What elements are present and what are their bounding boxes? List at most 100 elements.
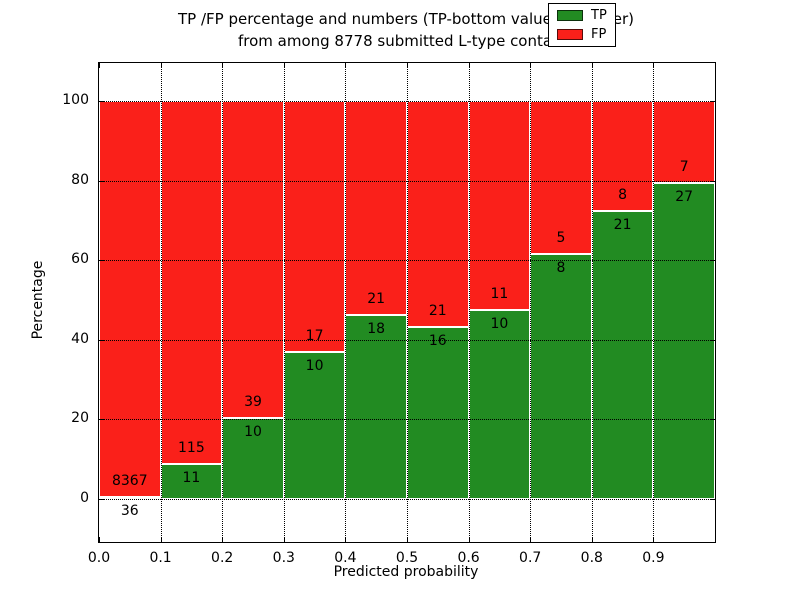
gridline-vertical	[468, 63, 470, 542]
x-tick-mark	[591, 537, 593, 542]
bar-segment-tp	[407, 326, 469, 500]
x-tick-mark	[530, 63, 532, 68]
y-tick-mark	[710, 101, 715, 103]
bar-label-fp: 5	[556, 230, 566, 247]
y-tick-mark	[99, 101, 104, 103]
x-tick-mark	[591, 63, 593, 68]
x-tick-mark	[222, 537, 224, 542]
x-tick-mark	[99, 63, 100, 68]
x-tick-label: 0.0	[87, 550, 111, 566]
bar-label-fp: 8367	[111, 473, 148, 490]
x-tick-mark	[407, 537, 408, 542]
x-tick-mark	[468, 537, 470, 542]
bar-label-tp: 18	[367, 321, 386, 338]
x-tick-mark	[283, 537, 285, 542]
bar-segment-fp	[530, 101, 592, 255]
chart-title-line1: TP /FP percentage and numbers (TP-bottom…	[178, 10, 634, 28]
bar-label-tp: 8	[556, 260, 566, 277]
chart-title: TP /FP percentage and numbers (TP-bottom…	[98, 8, 714, 52]
bar-segment-tp	[468, 309, 531, 500]
bar-segment-fp	[468, 101, 531, 310]
bar-segment-tp	[653, 183, 715, 500]
bar-label-fp: 21	[367, 291, 386, 308]
x-tick-label: 0.3	[272, 550, 295, 566]
bar-segment-fp	[160, 101, 223, 465]
bar-segment-tp	[591, 210, 654, 500]
gridline-vertical	[160, 63, 162, 542]
x-axis-label: Predicted probability	[333, 564, 479, 580]
y-tick-mark	[710, 339, 715, 341]
tp-color-swatch	[557, 10, 583, 21]
bar-label-fp: 21	[428, 302, 447, 319]
bar-segment-tp	[222, 417, 284, 500]
y-tick-mark	[99, 260, 104, 262]
gridline-vertical	[530, 63, 532, 542]
gridline-vertical	[222, 63, 224, 542]
bar-segment-tp	[530, 254, 592, 500]
bar-label-tp: 11	[182, 470, 201, 487]
x-tick-mark	[99, 537, 100, 542]
x-tick-mark	[283, 63, 285, 68]
bar-segment-fp	[283, 101, 346, 352]
bar-segment-tp	[99, 497, 161, 500]
y-tick-label: 60	[71, 251, 89, 268]
gridline-vertical	[407, 63, 408, 542]
gridline-vertical	[283, 63, 285, 542]
legend-item-fp: FP	[557, 28, 607, 41]
x-tick-label: 0.5	[395, 550, 419, 566]
y-tick-mark	[710, 499, 715, 501]
x-tick-label: 0.1	[149, 550, 172, 566]
bar-label-tp: 10	[305, 357, 324, 374]
bar-label-fp: 11	[490, 285, 509, 302]
plot-area: 8367 36 115 11 39 10 17 10 21 18 21 16 11 10 5 8 8 21 7 27 0…	[62, 62, 716, 566]
legend: TP FP	[548, 3, 616, 47]
x-tick-mark	[222, 63, 224, 68]
bar-segment-fp	[99, 101, 161, 498]
bar-segment-tp	[345, 315, 407, 500]
y-tick-mark	[99, 180, 104, 182]
y-tick-mark	[99, 339, 104, 341]
x-tick-mark	[345, 63, 347, 68]
bar-label-fp: 7	[679, 159, 689, 176]
bar-label-tp: 10	[244, 423, 262, 440]
bar-label-fp: 115	[178, 440, 205, 457]
legend-label-tp: TP	[591, 8, 607, 23]
bar-label-fp: 17	[305, 327, 324, 344]
fp-color-swatch	[557, 29, 583, 40]
bar-label-tp: 16	[428, 332, 447, 349]
bar-label-fp: 8	[618, 186, 628, 203]
bar-segment-tp	[283, 351, 346, 500]
bar-segment-tp	[160, 464, 223, 500]
bar-label-tp: 21	[613, 216, 632, 233]
x-tick-label: 0.7	[519, 550, 542, 566]
bar-segment-fp	[345, 101, 407, 316]
x-tick-mark	[160, 63, 162, 68]
bar-label-tp: 36	[120, 503, 139, 520]
x-tick-label: 0.2	[211, 550, 234, 566]
x-tick-mark	[653, 537, 655, 542]
x-tick-label: 0.9	[642, 550, 665, 566]
x-tick-mark	[530, 537, 532, 542]
y-tick-mark	[99, 419, 104, 421]
y-tick-label: 20	[71, 410, 89, 427]
y-tick-label: 0	[80, 490, 89, 507]
x-tick-label: 0.4	[334, 550, 357, 566]
bar-label-tp: 10	[490, 315, 509, 332]
chart-title-line2: from among 8778 submitted L-type contact…	[237, 32, 575, 50]
y-tick-mark	[99, 499, 104, 501]
x-tick-mark	[468, 63, 470, 68]
bar-label-fp: 39	[244, 393, 262, 410]
x-tick-label: 0.6	[457, 550, 480, 566]
bar-label-tp: 27	[675, 189, 694, 206]
gridline-vertical	[345, 63, 347, 542]
y-tick-mark	[710, 180, 715, 182]
x-tick-mark	[160, 537, 162, 542]
y-tick-mark	[710, 419, 715, 421]
y-tick-mark	[710, 260, 715, 262]
x-tick-mark	[345, 537, 347, 542]
gridline-vertical	[653, 63, 655, 542]
x-tick-label: 0.8	[580, 550, 603, 566]
gridline-vertical	[591, 63, 593, 542]
y-tick-label: 80	[71, 171, 89, 188]
